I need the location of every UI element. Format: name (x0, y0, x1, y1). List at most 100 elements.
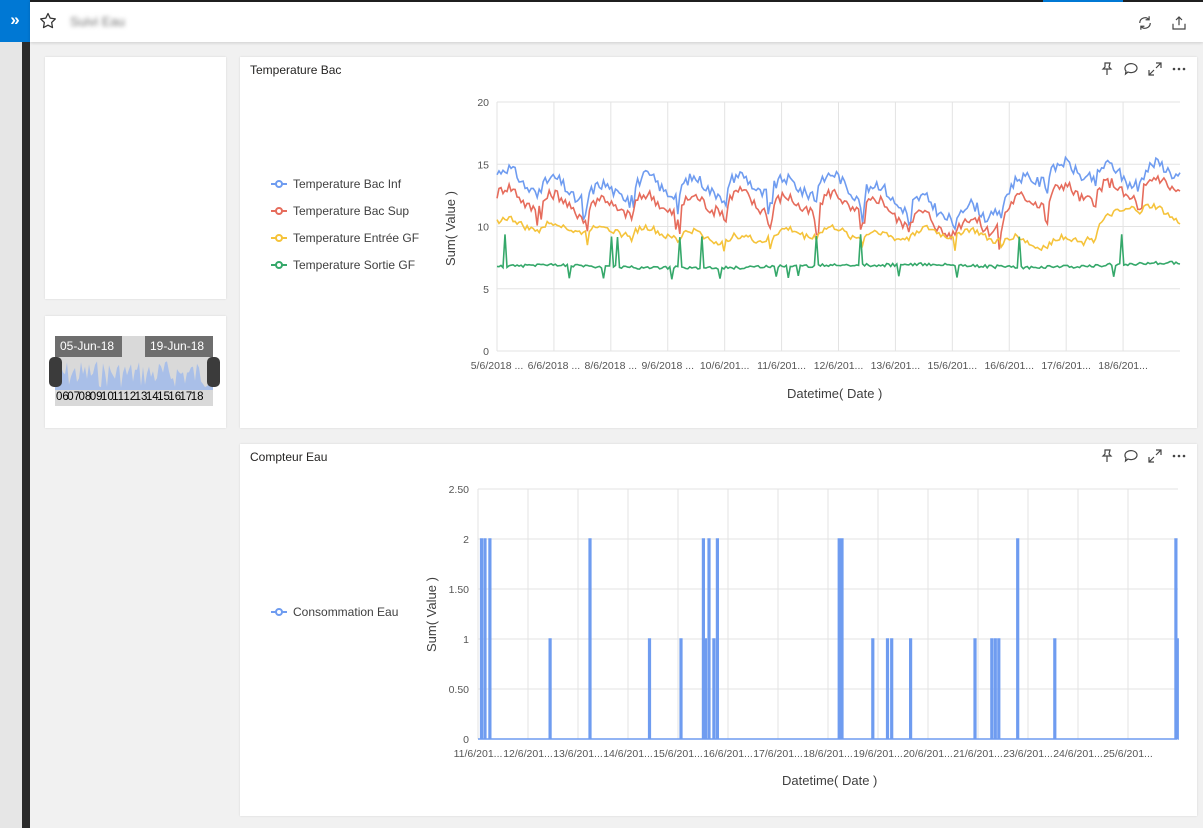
temperature-chart: 0 5 10 15 20 5/6/2018 ... 6/6/2018 ... 8/6/2018… (471, 97, 1181, 372)
temperature-y-axis-title: Sum( Value ) (443, 191, 458, 266)
x-tick-label: 18/6/201... (1098, 360, 1148, 372)
slicer-axis-label: 13 (134, 391, 148, 403)
slicer-end-handle[interactable] (207, 357, 220, 387)
slicer-axis-label: 12 (123, 391, 137, 403)
slicer-axis-label: 17 (179, 391, 193, 403)
legend-marker-icon (271, 261, 287, 269)
x-tick-label: 13/6/201... (553, 748, 603, 760)
left-nav-strip (0, 0, 30, 828)
x-tick-label: 17/6/201... (753, 748, 803, 760)
series-line (496, 174, 1181, 250)
x-tick-label: 11/6/201... (454, 748, 503, 760)
legend-marker-icon (271, 608, 287, 616)
top-bar: Suivi Eau (30, 0, 1203, 42)
tile-title: Compteur Eau (250, 450, 328, 464)
x-tick-label: 16/6/201... (984, 360, 1034, 372)
expand-icon[interactable] (1147, 448, 1163, 464)
x-tick-label: 9/6/2018 ... (641, 360, 694, 372)
compteur-x-axis-title: Datetime( Date ) (782, 773, 878, 788)
series-line (478, 538, 1179, 740)
slicer-axis-label: 16 (168, 391, 182, 403)
legend-label: Temperature Sortie GF (293, 258, 416, 272)
slicer-axis-label: 15 (157, 391, 170, 403)
slicer-axis-label: 06 (56, 391, 69, 403)
slicer-axis-label: 07 (67, 391, 81, 403)
x-tick-label: 13/6/201... (871, 360, 921, 372)
pin-icon[interactable] (1099, 61, 1115, 77)
legend-label: Temperature Bac Sup (293, 204, 410, 218)
slicer-end-label: 19-Jun-18 (145, 336, 213, 357)
y-tick-label: 1 (463, 634, 469, 646)
compteur-legend: Consommation Eau (271, 605, 431, 635)
share-icon[interactable] (1170, 14, 1188, 32)
series-line (496, 155, 1181, 232)
y-tick-label: 10 (477, 222, 489, 234)
x-tick-label: 11/6/201... (757, 360, 806, 372)
compteur-y-axis-title: Sum( Value ) (424, 577, 439, 652)
slicer-sparkline (55, 361, 213, 390)
comment-icon[interactable] (1123, 448, 1139, 464)
legend-marker-icon (271, 180, 287, 188)
y-tick-label: 0.50 (449, 684, 470, 696)
legend-marker-icon (271, 207, 287, 215)
expand-nav-button[interactable]: » (0, 0, 30, 42)
y-tick-label: 2.50 (449, 484, 470, 496)
expand-icon[interactable] (1147, 61, 1163, 77)
x-tick-label: 16/6/201... (703, 748, 753, 760)
x-tick-label: 15/6/201... (928, 360, 978, 372)
y-tick-label: 5 (483, 284, 489, 296)
compteur-chart: 0 0.50 1 1.50 2 2.50 11/6/201... 12/6/201... 13/… (449, 484, 1179, 760)
y-tick-label: 15 (477, 159, 489, 171)
slicer-axis-label: 09 (89, 391, 103, 403)
x-tick-label: 8/6/2018 ... (585, 360, 638, 372)
page-title: Suivi Eau (70, 14, 125, 29)
star-icon[interactable] (38, 11, 58, 31)
tile-title: Temperature Bac (250, 63, 342, 77)
x-tick-label: 25/6/201... (1103, 748, 1153, 760)
series-line (496, 234, 1181, 280)
x-tick-label: 15/6/201... (653, 748, 703, 760)
x-tick-label: 6/6/2018 ... (528, 360, 581, 372)
pin-icon[interactable] (1099, 448, 1115, 464)
slicer-axis-label: 08 (78, 391, 92, 403)
x-tick-label: 24/6/201... (1053, 748, 1103, 760)
slicer-start-handle[interactable] (49, 357, 62, 387)
slicer-axis-label: 18 (190, 391, 204, 403)
x-tick-label: 12/6/201... (503, 748, 553, 760)
slicer-start-label: 05-Jun-18 (55, 336, 122, 357)
legend-marker-icon (271, 234, 287, 242)
refresh-icon[interactable] (1136, 14, 1154, 32)
temperature-x-axis-title: Datetime( Date ) (787, 386, 883, 401)
y-tick-label: 2 (463, 534, 469, 546)
x-tick-label: 23/6/201... (1003, 748, 1053, 760)
temperature-legend: Temperature Bac Inf Temperature Bac Sup Te… (271, 177, 431, 277)
x-tick-label: 19/6/201... (853, 748, 903, 760)
series-line (496, 202, 1181, 252)
left-nav-edge (22, 42, 30, 828)
comment-icon[interactable] (1123, 61, 1139, 77)
more-options-icon[interactable] (1171, 448, 1187, 464)
x-tick-label: 17/6/201... (1041, 360, 1091, 372)
x-tick-label: 18/6/201... (803, 748, 853, 760)
loading-accent (1043, 0, 1123, 2)
y-tick-label: 20 (477, 97, 489, 109)
slicer-axis-label: 10 (100, 391, 114, 403)
x-tick-label: 14/6/201... (603, 748, 653, 760)
y-tick-label: 0 (463, 734, 469, 746)
y-tick-label: 0 (483, 346, 489, 358)
x-tick-label: 20/6/201... (903, 748, 953, 760)
x-tick-label: 21/6/201... (953, 748, 1003, 760)
empty-tile (45, 57, 226, 299)
x-tick-label: 10/6/201... (700, 360, 750, 372)
legend-label: Consommation Eau (293, 605, 399, 619)
x-tick-label: 5/6/2018 ... (471, 360, 524, 372)
temperature-bac-tile: Temperature Bac (240, 57, 1197, 428)
more-options-icon[interactable] (1171, 61, 1187, 77)
slicer-axis-label: 14 (145, 391, 159, 403)
slicer-axis-label: 11 (112, 391, 125, 403)
legend-label: Temperature Bac Inf (293, 177, 402, 191)
legend-label: Temperature Entrée GF (293, 231, 420, 245)
y-tick-label: 1.50 (449, 584, 470, 596)
slicer-axis: 06 07 08 09 10 11 12 13 14 15 16 17 18 (55, 390, 213, 407)
x-tick-label: 12/6/201... (814, 360, 864, 372)
